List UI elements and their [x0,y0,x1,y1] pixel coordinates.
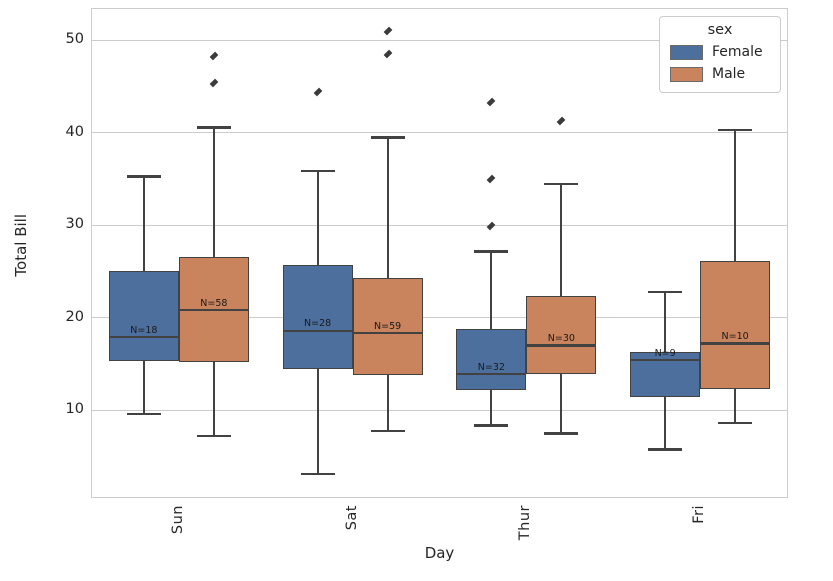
box-male-sat [352,277,423,375]
legend: sex Female Male [659,16,781,93]
y-tick-label: 50 [65,31,84,48]
x-axis-title: Day [424,544,455,562]
y-tick-label: 10 [65,401,84,418]
outlier-point [487,221,496,231]
outlier-point [383,26,392,36]
whisker-cap-bottom [126,412,161,416]
x-tick: Sat [339,505,365,530]
count-annotation: N=32 [477,361,505,373]
x-tick-label: Sun [169,505,186,535]
whisker-cap-top [196,126,231,129]
whisker-cap-bottom [544,432,579,435]
whisker-cap-bottom [648,448,683,451]
x-tick: Sun [165,505,191,534]
median-line [526,344,597,347]
x-tick-label: Sat [343,505,360,531]
legend-item-male: Male [670,66,772,82]
gridline [92,409,787,411]
box-female-sat [282,265,353,370]
count-annotation: N=18 [130,324,158,336]
whisker-cap-top [126,175,161,178]
whisker-cap-top [474,250,509,253]
median-line [630,359,701,362]
median-line [456,372,527,376]
outlier-point [487,97,496,107]
count-annotation: N=10 [721,331,749,343]
whisker-cap-bottom [370,429,405,433]
count-annotation: N=59 [374,320,402,332]
y-tick-label: 40 [65,123,84,140]
legend-label: Male [712,66,746,82]
outlier-point [557,116,566,126]
box-female-sun [108,270,179,362]
whisker-cap-bottom [474,424,509,427]
legend-title: sex [707,22,733,38]
y-tick-label: 20 [65,308,84,325]
median-line [352,332,423,335]
whisker-cap-bottom [718,422,753,425]
whisker-cap-top [718,129,753,132]
x-tick-label: Thur [517,505,534,541]
whisker-cap-top [370,136,405,139]
gridline [92,317,787,319]
whisker-cap-bottom [196,434,231,437]
male-color-swatch-icon [670,66,703,82]
median-line [178,309,249,312]
y-axis-title: Total Bill [12,214,30,277]
x-tick: Fri [686,505,712,524]
gridline [92,224,787,226]
box-male-fri [700,261,771,389]
median-line [282,329,353,332]
count-annotation: N=28 [304,318,332,330]
whisker-cap-top [300,169,335,173]
median-line [700,342,771,345]
y-tick-label: 30 [65,216,84,233]
whisker-cap-bottom [300,472,335,476]
legend-label: Female [712,44,763,60]
count-annotation: N=30 [547,332,575,344]
count-annotation: N=9 [654,347,676,359]
legend-item-female: Female [670,44,772,60]
x-tick-label: Fri [691,505,708,524]
gridline [92,132,787,134]
box-female-thur [456,328,527,390]
gridline [92,39,787,41]
outlier-point [487,174,496,184]
count-annotation: N=58 [200,297,228,309]
outlier-point [209,51,219,61]
outlier-point [383,49,392,59]
whisker-cap-top [544,182,579,186]
outlier-point [313,87,322,97]
whisker-cap-top [648,290,683,294]
x-tick: Thur [512,505,538,540]
outlier-point [209,78,219,88]
median-line [108,336,179,339]
box-male-thur [526,295,597,375]
female-color-swatch-icon [670,44,703,60]
